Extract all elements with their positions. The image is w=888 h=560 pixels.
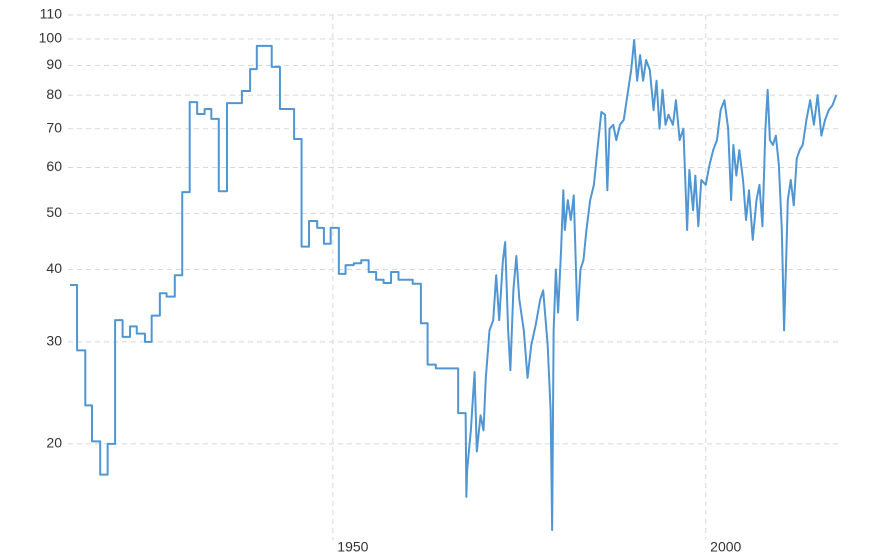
y-tick-label: 90: [46, 56, 62, 72]
x-tick-label: 2000: [710, 539, 741, 555]
y-tick-label: 100: [39, 30, 63, 46]
y-tick-label: 70: [46, 119, 62, 135]
y-tick-label: 50: [46, 204, 62, 220]
y-tick-label: 40: [46, 260, 62, 276]
data-line: [70, 38, 838, 531]
x-tick-label: 1950: [337, 539, 368, 555]
y-tick-label: 30: [46, 333, 62, 349]
y-tick-label: 60: [46, 158, 62, 174]
y-tick-label: 20: [46, 435, 62, 451]
y-tick-label: 110: [40, 6, 63, 22]
y-tick-label: 80: [46, 86, 62, 102]
